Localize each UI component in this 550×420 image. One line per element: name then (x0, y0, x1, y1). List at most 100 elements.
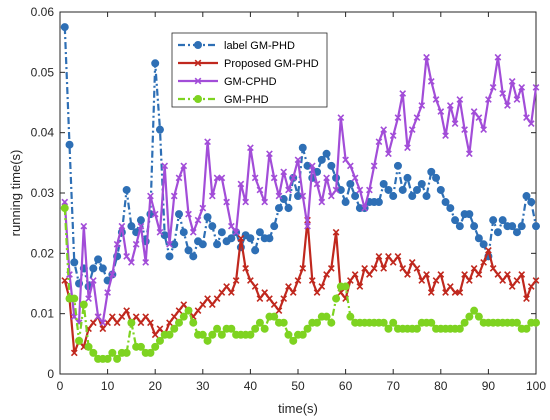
data-point (194, 216, 202, 224)
data-point (470, 108, 478, 115)
y-tick-label: 0.02 (31, 246, 55, 260)
y-tick-label: 0.01 (31, 307, 55, 321)
data-point (261, 289, 269, 296)
data-point (204, 138, 211, 146)
data-point (270, 312, 279, 321)
data-point (227, 234, 236, 243)
data-point (485, 96, 492, 103)
legend-swatch-marker (193, 95, 202, 104)
data-point (280, 168, 288, 176)
data-point (423, 53, 430, 61)
data-point (304, 222, 311, 230)
data-point (442, 132, 449, 140)
data-point (270, 301, 278, 308)
x-tick-label: 80 (434, 379, 448, 393)
data-point (142, 259, 150, 266)
data-point (322, 312, 331, 321)
data-point (475, 114, 483, 121)
data-point (499, 90, 507, 97)
series-1 (60, 23, 541, 291)
data-point (155, 125, 164, 134)
x-tick-label: 60 (339, 379, 353, 393)
data-point (523, 114, 530, 121)
data-point (408, 126, 416, 134)
data-point (213, 295, 221, 302)
series-line (63, 56, 538, 324)
data-point (108, 313, 116, 321)
data-point (446, 204, 455, 213)
y-tick-label: 0 (47, 367, 54, 381)
x-axis-title: time(s) (278, 401, 318, 416)
data-point (118, 222, 126, 230)
data-point (313, 289, 321, 296)
data-point (389, 192, 398, 201)
data-point (408, 259, 416, 266)
data-point (89, 319, 97, 327)
data-point (455, 222, 464, 231)
data-point (155, 336, 164, 345)
data-point (289, 174, 297, 182)
data-point (104, 289, 111, 296)
data-point (251, 324, 260, 333)
data-point (298, 330, 307, 339)
data-point (199, 204, 207, 212)
data-point (427, 78, 435, 85)
data-point (327, 161, 336, 170)
data-point (118, 313, 126, 321)
data-point (89, 264, 98, 273)
data-point (127, 318, 136, 327)
data-point (337, 114, 345, 121)
legend-label: label GM-PHD (224, 40, 295, 52)
data-point (285, 186, 292, 194)
data-point (379, 318, 388, 327)
data-point (494, 53, 502, 61)
data-point (332, 294, 341, 303)
data-point (179, 312, 188, 321)
data-point (213, 240, 222, 249)
x-tick-label: 100 (526, 379, 546, 393)
data-point (527, 283, 535, 290)
data-point (223, 283, 230, 290)
data-point (346, 277, 354, 284)
data-point (298, 143, 307, 152)
data-point (294, 277, 302, 284)
data-point (203, 213, 212, 222)
data-point (346, 179, 355, 188)
data-point (475, 271, 483, 278)
data-point (342, 156, 349, 164)
data-point (208, 330, 217, 339)
data-point (136, 342, 145, 351)
data-point (461, 126, 468, 134)
data-point (522, 324, 531, 333)
data-point (474, 312, 483, 321)
data-point (179, 228, 188, 237)
data-point (175, 174, 183, 182)
data-point (293, 192, 302, 201)
data-point (251, 174, 259, 182)
data-point (385, 252, 392, 260)
data-point (527, 120, 535, 127)
data-point (227, 289, 235, 296)
data-point (185, 210, 192, 218)
data-point (522, 192, 531, 201)
data-point (512, 318, 521, 327)
x-tick-label: 70 (387, 379, 401, 393)
data-point (217, 330, 226, 339)
data-point (370, 162, 378, 170)
data-point (318, 283, 326, 290)
data-point (361, 204, 369, 212)
data-point (317, 155, 326, 164)
data-point (479, 240, 488, 249)
data-point (389, 259, 397, 266)
data-point (303, 324, 312, 333)
data-point (137, 222, 145, 230)
data-point (89, 277, 97, 284)
data-point (79, 300, 88, 309)
data-point (461, 271, 468, 278)
data-point (123, 307, 131, 315)
data-point (146, 348, 155, 357)
data-point (255, 228, 264, 237)
data-point (170, 240, 179, 249)
data-point (465, 210, 474, 219)
